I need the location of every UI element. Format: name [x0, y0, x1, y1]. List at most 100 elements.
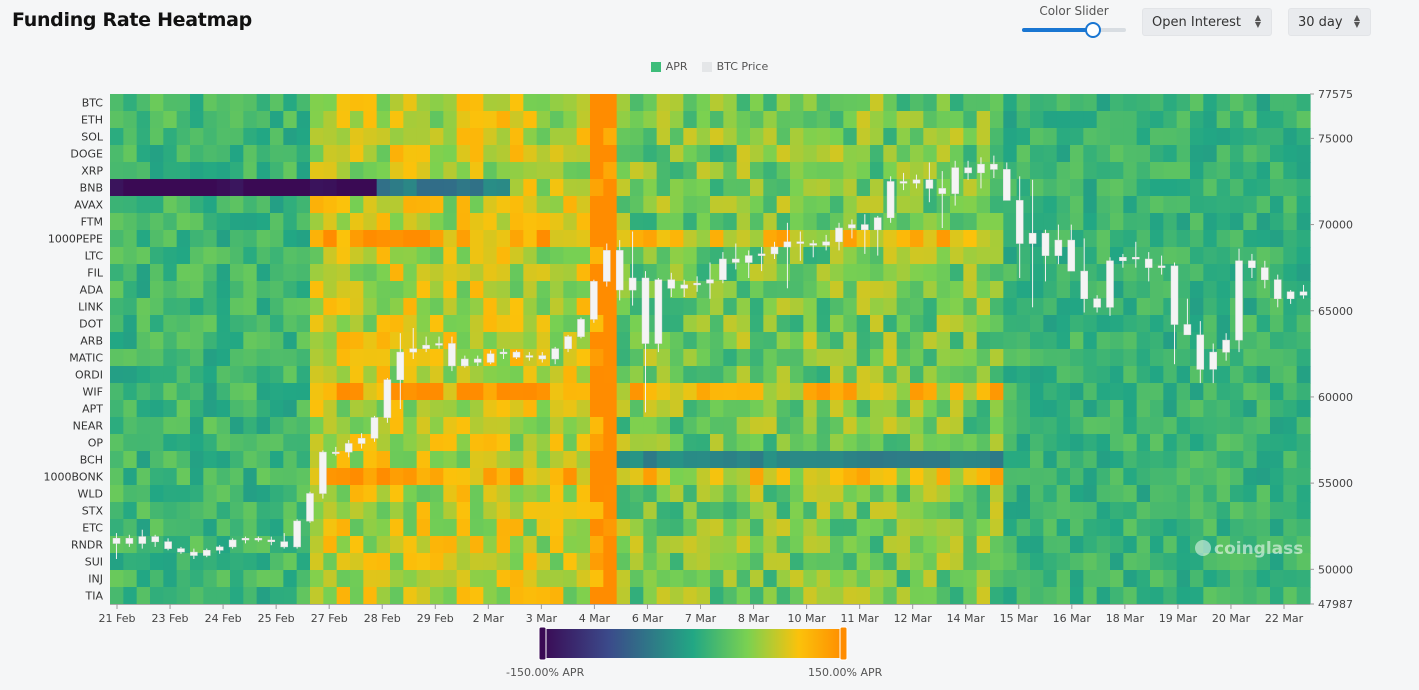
heatmap-cell: [336, 332, 351, 350]
heatmap-cell: [790, 315, 804, 333]
heatmap-cell: [1110, 519, 1124, 537]
heatmap-cell: [323, 502, 338, 520]
heatmap-cell: [323, 519, 338, 537]
legend-item-apr[interactable]: APR: [650, 60, 688, 73]
heatmap-cell: [630, 162, 644, 180]
heatmap-cell: [536, 128, 551, 146]
heatmap-cell: [1283, 94, 1298, 112]
heatmap-cell: [976, 298, 991, 316]
heatmap-cell: [270, 400, 284, 418]
heatmap-cell: [643, 247, 658, 265]
heatmap-cell: [430, 111, 444, 129]
metric-select-value: Open Interest: [1152, 14, 1241, 30]
heatmap-cell: [1296, 400, 1311, 418]
heatmap-cell: [710, 281, 724, 299]
heatmap-cell: [283, 570, 298, 588]
color-slider[interactable]: Color Slider: [1022, 4, 1126, 38]
heatmap-cell: [990, 196, 1004, 214]
heatmap-cell: [243, 162, 258, 180]
heatmap-cell: [483, 366, 498, 384]
heatmap-cell: [883, 247, 898, 265]
heatmap-cell: [883, 366, 898, 384]
heatmap-cell: [523, 213, 538, 231]
heatmap-cell: [936, 502, 951, 520]
heatmap-cell: [843, 349, 858, 367]
heatmap-cell: [1243, 417, 1258, 435]
heatmap-cell: [563, 128, 578, 146]
heatmap-cell: [1043, 587, 1058, 605]
heatmap-cell: [1070, 502, 1084, 520]
heatmap-cell: [1230, 145, 1244, 163]
heatmap-cell: [1216, 128, 1231, 146]
heatmap-cell: [590, 400, 604, 418]
heatmap-cell: [923, 94, 938, 112]
heatmap-cell: [1083, 519, 1098, 537]
metric-select[interactable]: Open Interest ▲ ▼: [1142, 8, 1272, 36]
heatmap-cell: [830, 94, 844, 112]
color-slider-thumb[interactable]: [1084, 22, 1101, 38]
heatmap-cell: [990, 230, 1004, 248]
heatmap-cell: [1230, 213, 1244, 231]
heatmap-cell: [1030, 196, 1044, 214]
heatmap-cell: [736, 349, 751, 367]
range-select[interactable]: 30 day ▲ ▼: [1288, 8, 1371, 36]
colorbar-min-label: -150.00% APR: [506, 666, 585, 679]
color-slider-track[interactable]: [1022, 22, 1126, 38]
heatmap-cell: [163, 128, 178, 146]
heatmap-cell: [216, 213, 231, 231]
heatmap-cell: [656, 570, 671, 588]
heatmap-cell: [683, 519, 698, 537]
heatmap-cell: [230, 366, 244, 384]
heatmap-cell: [510, 553, 524, 571]
heatmap-cell: [963, 502, 978, 520]
heatmap-cell: [1083, 179, 1098, 197]
heatmap-cell: [1190, 111, 1204, 129]
heatmap-cell: [870, 315, 884, 333]
heatmap-cell: [296, 315, 311, 333]
heatmap-cell: [776, 281, 791, 299]
btc-candle-body: [693, 282, 701, 286]
heatmap-cell: [1110, 400, 1124, 418]
heatmap-cell: [550, 332, 564, 350]
heatmap-cell: [1016, 349, 1031, 367]
heatmap-cell: [1110, 417, 1124, 435]
legend-item-btc-price[interactable]: BTC Price: [701, 60, 768, 73]
heatmap-cell: [1163, 128, 1178, 146]
heatmap-cell: [1163, 553, 1178, 571]
heatmap-cell: [1003, 451, 1018, 469]
heatmap-cell: [670, 145, 684, 163]
heatmap-cell: [430, 502, 444, 520]
heatmap-cell: [336, 196, 351, 214]
heatmap-cell: [936, 451, 951, 469]
heatmap-cell: [1296, 417, 1311, 435]
heatmap-cell: [536, 196, 551, 214]
heatmap-cell: [296, 281, 311, 299]
heatmap-cell: [1203, 451, 1218, 469]
heatmap-cell: [990, 179, 1004, 197]
heatmap-cell: [216, 111, 231, 129]
heatmap-cell: [470, 128, 484, 146]
heatmap-cell: [896, 485, 911, 503]
heatmap-cell: [830, 417, 844, 435]
heatmap-cell: [1136, 553, 1151, 571]
btc-candle-body: [706, 279, 714, 284]
heatmap-cell: [1123, 383, 1138, 401]
heatmap-cell: [1163, 400, 1178, 418]
heatmap-cell: [1056, 434, 1071, 452]
heatmap-cell: [883, 145, 898, 163]
heatmap-cell: [1123, 349, 1138, 367]
heatmap-cell: [963, 587, 978, 605]
heatmap-cell: [510, 366, 524, 384]
heatmap-cell: [310, 570, 324, 588]
heatmap-cell: [1203, 553, 1218, 571]
heatmap-cell: [643, 451, 658, 469]
heatmap-cell: [176, 179, 191, 197]
heatmap-cell: [563, 179, 578, 197]
heatmap-cell: [776, 519, 791, 537]
heatmap-cell: [416, 519, 431, 537]
heatmap-cell: [470, 349, 484, 367]
heatmap-cell: [790, 570, 804, 588]
heatmap-cell: [923, 587, 938, 605]
heatmap-cell: [1043, 213, 1058, 231]
heatmap-cell: [110, 417, 124, 435]
